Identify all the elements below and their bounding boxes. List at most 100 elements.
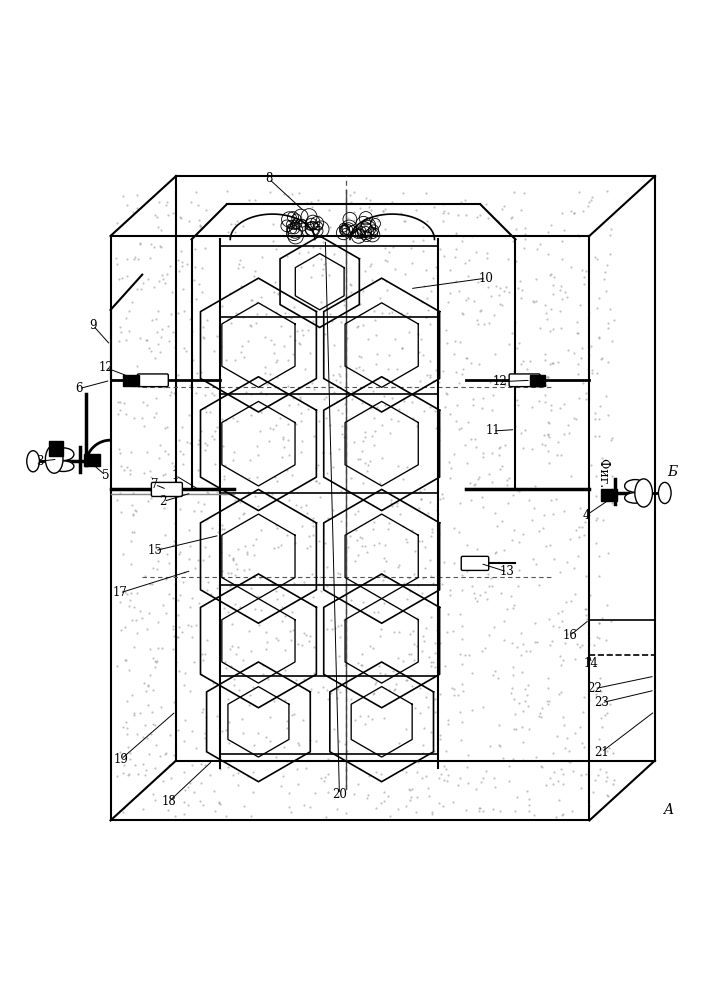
Point — [271, 354, 282, 370]
Point — [539, 297, 551, 313]
Point — [209, 456, 220, 472]
Point — [361, 790, 373, 806]
Point — [507, 667, 518, 683]
Point — [414, 344, 425, 360]
Point — [255, 289, 267, 305]
Point — [542, 224, 554, 240]
Point — [407, 678, 418, 694]
Point — [270, 417, 281, 433]
Point — [279, 662, 291, 678]
Point — [517, 353, 528, 369]
Point — [584, 798, 595, 814]
Point — [417, 219, 428, 235]
Point — [281, 527, 293, 543]
Point — [477, 489, 488, 505]
Point — [440, 743, 452, 759]
Point — [536, 709, 547, 725]
Point — [114, 319, 125, 335]
Point — [252, 588, 263, 604]
Point — [554, 792, 565, 808]
Point — [462, 537, 473, 553]
Point — [260, 386, 271, 402]
Point — [450, 364, 462, 380]
Point — [453, 375, 464, 391]
Point — [544, 537, 555, 553]
Point — [364, 768, 375, 784]
Point — [518, 185, 530, 201]
Point — [288, 622, 299, 638]
Point — [533, 393, 544, 409]
Point — [358, 283, 369, 299]
Point — [150, 717, 161, 733]
Point — [464, 475, 476, 491]
Point — [296, 209, 307, 225]
Point — [334, 566, 346, 582]
Point — [114, 485, 125, 501]
Point — [136, 610, 148, 626]
Point — [492, 670, 503, 686]
Point — [397, 185, 409, 201]
Point — [590, 535, 601, 551]
Point — [230, 567, 241, 583]
Point — [146, 490, 157, 506]
Point — [513, 534, 525, 550]
Point — [125, 585, 136, 601]
Point — [594, 670, 605, 686]
Point — [115, 324, 127, 340]
Point — [296, 433, 308, 449]
Point — [480, 196, 491, 212]
Point — [170, 378, 182, 394]
Point — [201, 404, 212, 420]
Point — [429, 645, 440, 661]
Point — [341, 743, 353, 759]
Point — [417, 570, 428, 586]
Point — [455, 770, 466, 786]
Point — [575, 639, 586, 655]
Point — [129, 757, 141, 773]
Point — [411, 789, 423, 805]
Point — [495, 803, 506, 819]
Point — [304, 628, 315, 644]
Point — [262, 484, 274, 500]
Point — [564, 754, 575, 770]
Point — [219, 486, 230, 502]
Point — [438, 772, 449, 788]
Point — [208, 343, 219, 359]
Point — [190, 740, 201, 756]
Point — [117, 765, 129, 781]
Point — [560, 740, 571, 756]
Point — [465, 431, 477, 447]
Point — [557, 776, 568, 792]
Point — [571, 325, 583, 341]
Point — [580, 607, 592, 623]
Point — [153, 450, 165, 466]
Point — [573, 356, 584, 372]
Point — [360, 424, 371, 440]
Point — [173, 619, 185, 635]
Point — [366, 256, 377, 272]
Point — [201, 484, 213, 500]
Point — [307, 199, 318, 215]
Point — [293, 335, 305, 351]
Point — [563, 417, 574, 433]
Point — [230, 556, 241, 572]
Point — [157, 597, 168, 613]
Point — [416, 533, 427, 549]
Point — [324, 202, 335, 218]
Point — [219, 457, 230, 473]
Point — [233, 682, 245, 698]
Point — [448, 681, 460, 697]
Point — [433, 432, 444, 448]
Point — [197, 329, 209, 345]
Point — [272, 286, 284, 302]
Point — [548, 764, 559, 780]
Point — [276, 599, 287, 615]
Point — [271, 473, 282, 489]
Point — [137, 394, 148, 410]
Point — [472, 274, 484, 290]
Point — [602, 743, 613, 759]
Point — [486, 445, 498, 461]
Point — [167, 324, 178, 340]
Point — [173, 263, 185, 279]
Point — [309, 428, 320, 444]
